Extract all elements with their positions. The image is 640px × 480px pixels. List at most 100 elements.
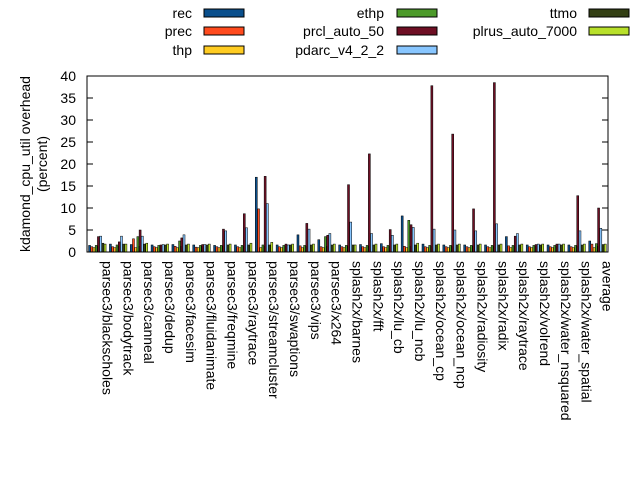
bar-thp bbox=[488, 247, 492, 253]
bar-prec bbox=[132, 238, 135, 253]
bar-thp bbox=[259, 247, 262, 253]
bar-rec bbox=[296, 234, 300, 253]
bar-thp bbox=[92, 247, 96, 253]
bar-pdarc_v4_2_2 bbox=[537, 243, 540, 253]
bar-thp bbox=[530, 247, 533, 253]
bar-ethp bbox=[282, 245, 286, 253]
bar-prec bbox=[465, 246, 469, 253]
bar-thp bbox=[592, 247, 596, 253]
bar-ttmo bbox=[247, 244, 250, 253]
x-tick-label: splash2x/lu_ncb bbox=[412, 261, 428, 362]
legend-swatch bbox=[396, 8, 438, 18]
bar-prec bbox=[153, 246, 156, 253]
bar-rec bbox=[275, 244, 279, 253]
bar-ethp bbox=[261, 244, 265, 253]
bar-rec bbox=[421, 243, 425, 253]
bar-rec bbox=[463, 244, 466, 253]
bar-rec bbox=[505, 236, 508, 253]
bar-ethp bbox=[199, 245, 202, 253]
bar-prec bbox=[590, 243, 594, 253]
bar-prec bbox=[319, 246, 323, 253]
bar-prec bbox=[382, 246, 385, 253]
x-tick-label: splash2x/barnes bbox=[350, 261, 366, 363]
bar-ttmo bbox=[289, 244, 292, 253]
bar-ttmo bbox=[539, 244, 542, 253]
bar-rec bbox=[192, 244, 196, 253]
bar-ttmo bbox=[330, 244, 334, 253]
bar-plrus_auto_7000 bbox=[478, 243, 482, 253]
bar-thp bbox=[196, 247, 200, 253]
bar-prcl_auto_50 bbox=[430, 85, 434, 253]
bar-plrus_auto_7000 bbox=[103, 243, 107, 253]
bar-plrus_auto_7000 bbox=[374, 243, 378, 253]
bar-thp bbox=[217, 247, 221, 253]
legend: rec prec thp ethp prcl_auto_50 pdarc_v4_2_2 tt… bbox=[165, 5, 630, 58]
x-tick-label: parsec3/x264 bbox=[329, 261, 345, 345]
bar-prec bbox=[278, 246, 281, 253]
legend-label: ethp bbox=[357, 5, 384, 21]
bar-ethp bbox=[240, 245, 244, 253]
bar-ttmo bbox=[414, 244, 417, 253]
bar-ttmo bbox=[455, 244, 459, 253]
bar-ethp bbox=[407, 220, 411, 253]
legend-swatch bbox=[396, 26, 438, 36]
x-tick-label: splash2x/volrend bbox=[537, 261, 553, 366]
bar-ttmo bbox=[560, 244, 563, 253]
bars bbox=[88, 82, 607, 253]
bar-rec bbox=[88, 245, 91, 253]
bar-ethp bbox=[428, 245, 431, 253]
x-tick-label: splash2x/raytrace bbox=[516, 261, 532, 371]
bar-rec bbox=[525, 244, 529, 253]
bar-plrus_auto_7000 bbox=[270, 242, 274, 253]
bar-plrus_auto_7000 bbox=[228, 243, 232, 253]
bar-plrus_auto_7000 bbox=[208, 243, 211, 253]
y-axis-label-line: kdamond_cpu_util overhead bbox=[17, 76, 33, 252]
bar-pdarc_v4_2_2 bbox=[432, 228, 436, 253]
bar-pdarc_v4_2_2 bbox=[266, 203, 269, 253]
legend-label: prec bbox=[165, 23, 192, 39]
x-tick-label: parsec3/streamcluster bbox=[266, 261, 282, 399]
x-tick-label: splash2x/fft bbox=[370, 261, 386, 332]
y-axis-ticks: 0 5 10 15 20 25 30 35 40 bbox=[60, 68, 608, 260]
legend-swatch bbox=[396, 45, 438, 55]
bar-plrus_auto_7000 bbox=[520, 243, 524, 253]
bar-ethp bbox=[115, 244, 119, 253]
bar-ethp bbox=[345, 245, 348, 253]
bar-thp bbox=[280, 247, 283, 253]
bar-plrus_auto_7000 bbox=[541, 243, 544, 253]
legend-label: rec bbox=[173, 5, 192, 21]
x-tick-label: average bbox=[600, 261, 616, 312]
bar-thp bbox=[176, 247, 179, 253]
bar-prec bbox=[215, 246, 219, 253]
bar-ttmo bbox=[580, 244, 584, 253]
bar-ttmo bbox=[518, 244, 521, 253]
bar-ethp bbox=[470, 245, 473, 253]
x-tick-label: parsec3/vips bbox=[308, 261, 324, 340]
y-axis-label: kdamond_cpu_util overhead(percent) bbox=[17, 76, 50, 252]
bar-rec bbox=[255, 176, 258, 253]
bar-rec bbox=[338, 244, 341, 253]
bar-plrus_auto_7000 bbox=[124, 243, 128, 253]
bar-plrus_auto_7000 bbox=[353, 244, 357, 253]
bar-thp bbox=[426, 247, 429, 253]
bar-prec bbox=[257, 208, 260, 253]
bar-plrus_auto_7000 bbox=[416, 242, 419, 253]
x-tick-label: splash2x/ocean_cp bbox=[433, 261, 449, 381]
bar-thp bbox=[509, 247, 513, 253]
y-axis-label-line: (percent) bbox=[34, 136, 50, 192]
legend-swatch bbox=[203, 8, 245, 18]
x-tick-label: splash2x/radiosity bbox=[475, 261, 491, 372]
bar-ethp bbox=[136, 236, 140, 253]
legend-label: ttmo bbox=[550, 5, 577, 21]
bar-plrus_auto_7000 bbox=[145, 242, 149, 253]
bar-plrus_auto_7000 bbox=[458, 243, 461, 253]
bar-prcl_auto_50 bbox=[472, 208, 475, 253]
bar-plrus_auto_7000 bbox=[437, 243, 440, 253]
bar-ethp bbox=[157, 245, 160, 253]
bar-prec bbox=[423, 246, 427, 253]
bar-ethp bbox=[386, 245, 390, 253]
bar-pdarc_v4_2_2 bbox=[328, 233, 332, 253]
x-axis-ticks: parsec3/blackscholes parsec3/bodytrack par… bbox=[96, 246, 616, 421]
y-tick-label: 15 bbox=[60, 178, 76, 194]
bar-pdarc_v4_2_2 bbox=[411, 227, 415, 253]
